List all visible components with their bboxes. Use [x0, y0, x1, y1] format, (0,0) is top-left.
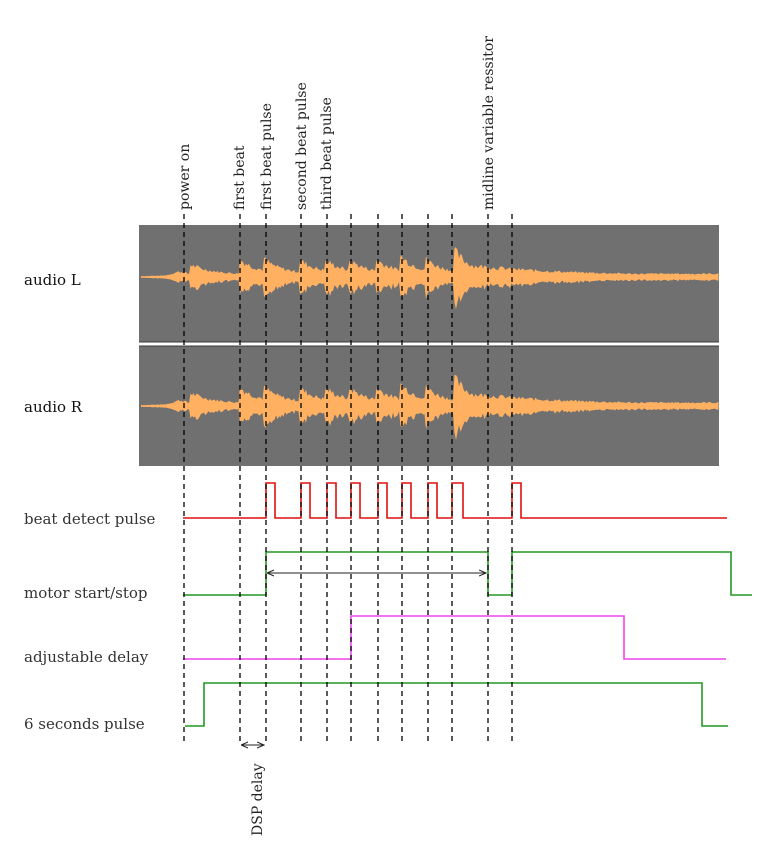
event-label-second-beat-pulse: second beat pulse: [294, 82, 310, 210]
six-seconds-pulse-trace: [185, 682, 728, 727]
motor-start-stop-label: motor start/stop: [24, 584, 148, 602]
motor-start-stop-trace: [183, 551, 752, 596]
audio-r-waveform: [141, 374, 719, 440]
audio-r-label: audio R: [24, 398, 83, 416]
event-label-power-on: power on: [177, 144, 193, 210]
beat-detect-pulse-trace: [183, 482, 727, 519]
adjustable-delay-label: adjustable delay: [24, 648, 149, 666]
event-label-third-beat-pulse: third beat pulse: [319, 97, 335, 210]
event-label-first-beat-pulse: first beat pulse: [259, 103, 275, 210]
adjustable-delay-trace: [183, 615, 726, 660]
waveform-shape: [141, 374, 719, 440]
event-guides: [183, 214, 513, 742]
dsp-delay-label: DSP delay: [250, 763, 266, 836]
six-seconds-pulse-label: 6 seconds pulse: [24, 715, 145, 733]
event-label-midline-variable-ressitor: midline variable ressitor: [481, 36, 497, 210]
waveform-shape: [141, 247, 719, 310]
audio-l-waveform: [141, 247, 719, 310]
beat-detect-pulse-label: beat detect pulse: [24, 510, 156, 528]
event-label-first-beat: first beat: [232, 145, 248, 210]
audio-l-label: audio L: [24, 271, 81, 289]
